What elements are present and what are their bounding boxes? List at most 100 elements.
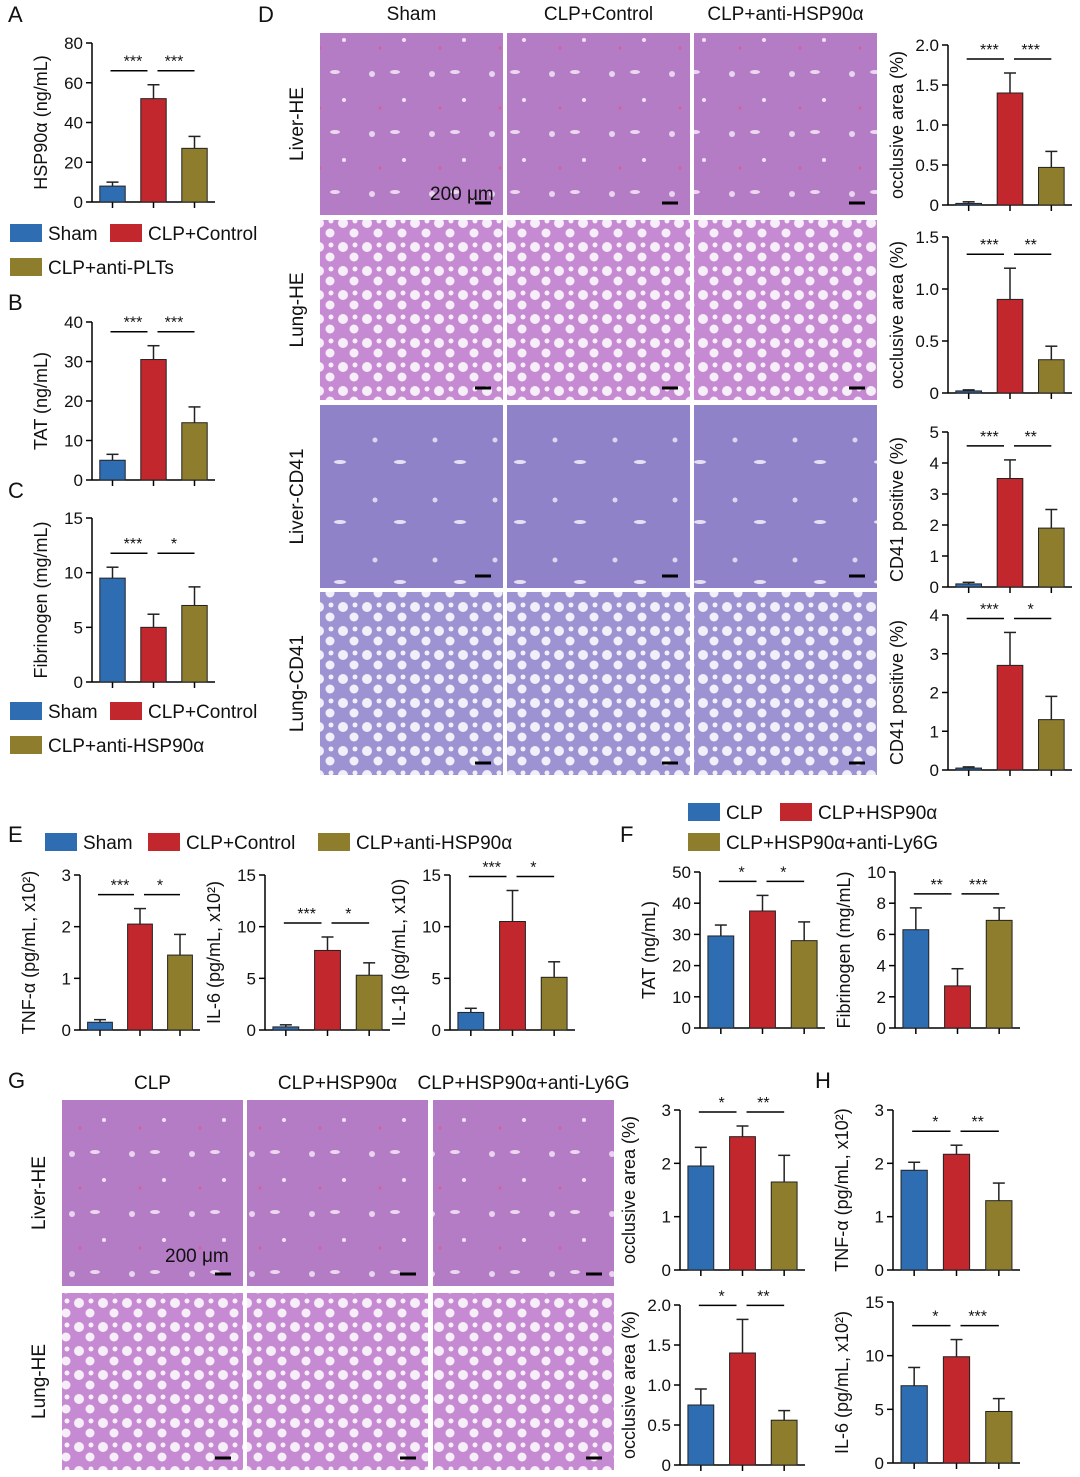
y-tick-label: 5 [930, 423, 939, 442]
legend-label: CLP+Control [148, 224, 257, 245]
y-tick-label: 3 [930, 485, 939, 504]
micrograph [320, 220, 503, 400]
bar [99, 185, 126, 203]
significance-label: *** [980, 601, 999, 618]
bar [140, 626, 167, 683]
y-tick-label: 0.5 [915, 332, 939, 351]
significance-label: *** [124, 54, 143, 71]
y-tick-label: 0 [74, 673, 83, 692]
y-tick-label: 1 [662, 1208, 671, 1227]
significance-label: *** [482, 860, 501, 877]
chart: 0 10 20 30 40 TAT (ng/mL) *** *** [31, 313, 215, 490]
bar [140, 98, 167, 203]
legend-swatch [10, 702, 42, 720]
y-tick-label: 2 [662, 1154, 671, 1173]
bar [729, 1352, 756, 1466]
y-axis-label: occlusive area (%) [619, 1116, 639, 1264]
bar [707, 935, 735, 1029]
y-tick-label: 15 [422, 866, 441, 885]
bar [167, 954, 193, 1031]
legend-label: CLP+anti-HSP90α [48, 736, 204, 757]
y-tick-label: 20 [64, 153, 83, 172]
panel-letter: C [8, 478, 24, 503]
legend-label: CLP+anti-PLTs [48, 258, 174, 279]
panel-letter: B [8, 290, 23, 315]
legend-label: Sham [48, 224, 98, 245]
bar [985, 1410, 1013, 1464]
image-row-label: Lung-HE [287, 273, 308, 348]
y-tick-label: 10 [867, 863, 886, 882]
panel-letter: F [620, 822, 633, 847]
legend-swatch [688, 833, 720, 851]
y-tick-label: 3 [930, 645, 939, 664]
y-tick-label: 10 [64, 432, 83, 451]
bar [955, 390, 982, 394]
panel-letter: D [258, 2, 274, 27]
image-row-label: Lung-HE [29, 1344, 50, 1419]
y-axis-label: IL-1β (pg/mL, x10) [389, 879, 409, 1026]
significance-label: ** [930, 877, 942, 894]
chart: 0 20 40 60 80 HSP90α (ng/mL) *** *** [31, 34, 215, 212]
y-axis-label: occlusive area (%) [619, 1311, 639, 1459]
y-tick-label: 10 [237, 918, 256, 937]
y-axis-label: occlusive area (%) [887, 241, 907, 389]
bar [996, 92, 1024, 206]
y-tick-label: 1.0 [915, 280, 939, 299]
y-tick-label: 2 [877, 988, 886, 1007]
y-tick-label: 1 [875, 1208, 884, 1227]
bar [770, 1181, 798, 1271]
bar [99, 459, 126, 481]
y-tick-label: 2 [875, 1154, 884, 1173]
micrograph [247, 1293, 428, 1470]
legend-swatch [10, 736, 42, 754]
legend-swatch [10, 224, 42, 242]
bar [314, 949, 341, 1031]
y-tick-label: 0 [930, 384, 939, 403]
y-tick-label: 40 [64, 114, 83, 133]
bar [996, 478, 1024, 588]
legend-swatch [318, 833, 350, 851]
micrograph [694, 33, 877, 215]
micrograph [433, 1293, 614, 1470]
y-tick-label: 10 [422, 918, 441, 937]
bar [87, 1021, 113, 1031]
image-column-header: CLP+HSP90α+anti-Ly6G [417, 1073, 629, 1094]
bar [900, 1169, 928, 1271]
micrograph [694, 592, 877, 775]
legend-label: CLP+Control [148, 702, 257, 723]
y-tick-label: 4 [930, 606, 939, 625]
y-tick-label: 0 [682, 1019, 691, 1038]
y-tick-label: 15 [237, 866, 256, 885]
bar [729, 1136, 756, 1271]
bar [272, 1026, 300, 1031]
image-row-label: Liver-HE [29, 1156, 50, 1230]
bar [355, 974, 383, 1031]
legend-label: CLP [726, 803, 763, 824]
y-axis-label: HSP90α (ng/mL) [31, 55, 51, 189]
y-tick-label: 0 [62, 1021, 71, 1040]
significance-label: *** [969, 877, 988, 894]
significance-label: *** [980, 237, 999, 254]
bar [457, 1011, 485, 1031]
micrograph [507, 33, 690, 215]
bar [985, 1200, 1013, 1271]
legend-label: CLP+HSP90α [818, 803, 937, 824]
y-tick-label: 0 [875, 1261, 884, 1280]
scale-bar-label: 200 μm [165, 1246, 229, 1267]
significance-label: ** [757, 1288, 769, 1305]
y-tick-label: 30 [64, 353, 83, 372]
significance-label: * [719, 1095, 725, 1112]
y-axis-label: TAT (ng/mL) [639, 901, 659, 999]
significance-label: * [932, 1309, 938, 1326]
y-tick-label: 2 [930, 684, 939, 703]
y-tick-label: 1.0 [915, 116, 939, 135]
micrograph [694, 220, 877, 400]
y-tick-label: 1.5 [915, 76, 939, 95]
bar [1038, 166, 1065, 206]
